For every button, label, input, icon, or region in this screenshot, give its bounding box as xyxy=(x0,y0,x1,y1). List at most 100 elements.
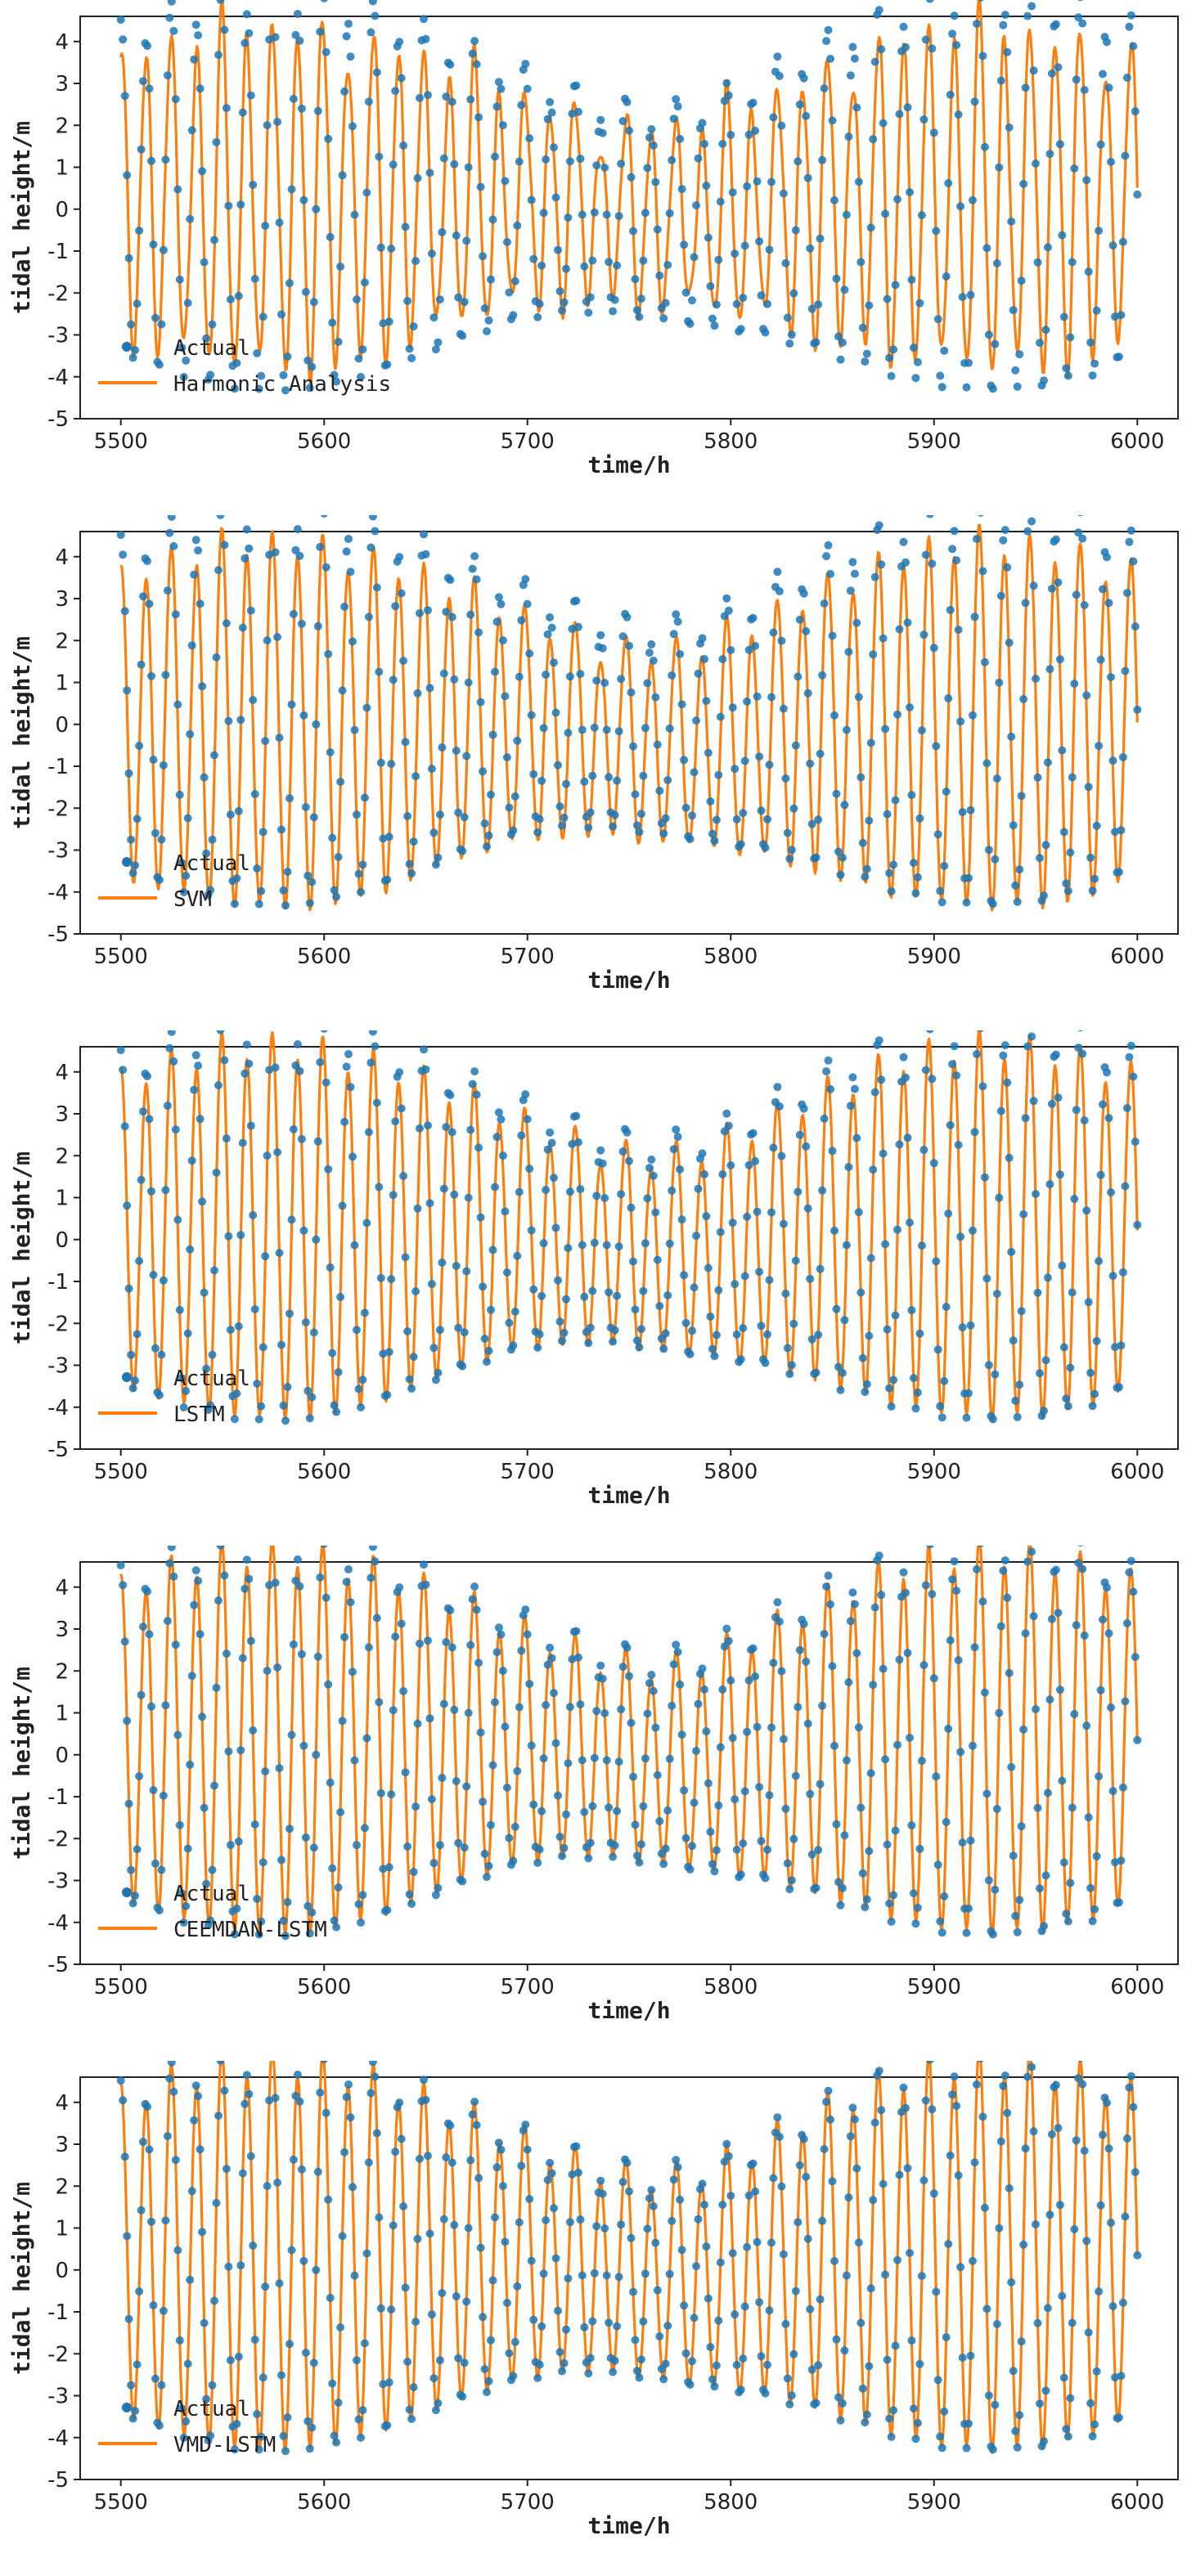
actual-point xyxy=(167,1030,176,1036)
actual-point xyxy=(513,736,522,745)
actual-point xyxy=(917,1757,926,1766)
actual-point xyxy=(133,299,142,308)
actual-point xyxy=(416,93,424,102)
actual-point xyxy=(133,1330,142,1339)
actual-point xyxy=(1131,1653,1140,1662)
actual-point xyxy=(183,298,192,307)
actual-point xyxy=(655,787,664,795)
x-tick-label: 5600 xyxy=(297,1975,351,1999)
actual-point xyxy=(210,751,218,760)
actual-point xyxy=(852,103,861,112)
actual-point xyxy=(977,515,984,517)
actual-point xyxy=(498,1151,507,1160)
actual-point xyxy=(354,2415,363,2424)
actual-point xyxy=(529,1800,538,1809)
actual-point xyxy=(1003,2108,1012,2117)
actual-point xyxy=(517,101,526,110)
actual-point xyxy=(119,35,128,44)
actual-point xyxy=(632,2367,641,2376)
actual-point xyxy=(751,126,760,135)
actual-point xyxy=(984,846,993,855)
actual-point xyxy=(1032,1705,1040,1713)
actual-point xyxy=(510,276,519,285)
actual-point xyxy=(403,1327,412,1335)
actual-point xyxy=(212,137,221,146)
actual-point xyxy=(966,1836,975,1845)
y-tick-label: -5 xyxy=(47,407,69,432)
y-tick-label: 1 xyxy=(55,156,69,181)
actual-point xyxy=(452,2292,461,2300)
actual-point xyxy=(602,725,611,734)
actual-point xyxy=(901,43,910,52)
actual-point xyxy=(446,61,455,70)
actual-point xyxy=(523,84,532,93)
actual-point xyxy=(464,1708,473,1717)
actual-point xyxy=(401,1253,410,1262)
actual-point xyxy=(913,1903,922,1912)
actual-point xyxy=(929,1674,938,1683)
actual-point xyxy=(442,1638,451,1647)
actual-point xyxy=(515,672,524,681)
actual-point xyxy=(1070,2225,1079,2233)
actual-point xyxy=(836,2416,845,2425)
actual-point xyxy=(933,1345,942,1354)
actual-point xyxy=(716,712,725,721)
actual-point xyxy=(962,898,971,907)
actual-point xyxy=(163,1617,172,1626)
actual-point xyxy=(555,802,564,811)
actual-point xyxy=(431,1891,440,1900)
actual-point xyxy=(992,2320,1001,2328)
actual-point xyxy=(330,2431,339,2440)
actual-point xyxy=(472,60,481,69)
actual-point xyxy=(618,1663,627,1672)
actual-point xyxy=(293,2071,302,2079)
actual-point xyxy=(328,2379,337,2388)
actual-point xyxy=(242,525,251,534)
actual-point xyxy=(403,1842,412,1851)
actual-point xyxy=(832,1820,841,1829)
actual-point xyxy=(464,2224,473,2233)
actual-point xyxy=(336,263,345,271)
actual-point xyxy=(546,1128,555,1137)
actual-point xyxy=(387,760,396,769)
actual-point xyxy=(1009,1336,1018,1345)
actual-point xyxy=(458,846,467,855)
actual-point xyxy=(529,254,538,263)
actual-point xyxy=(592,1707,601,1716)
actual-point xyxy=(625,1672,633,1681)
actual-point xyxy=(980,657,989,666)
actual-point xyxy=(602,1756,611,1765)
actual-point xyxy=(794,672,803,681)
actual-point xyxy=(175,275,184,284)
actual-point xyxy=(653,740,662,749)
actual-point xyxy=(688,811,696,820)
actual-point xyxy=(1133,1735,1142,1744)
actual-point xyxy=(320,1546,328,1548)
actual-point xyxy=(360,793,369,802)
actual-point xyxy=(980,1173,989,1182)
actual-point xyxy=(803,1719,812,1728)
y-tick-label: 2 xyxy=(55,2174,69,2199)
actual-point xyxy=(344,1565,353,1573)
actual-point xyxy=(969,195,977,204)
actual-point xyxy=(651,2238,660,2247)
actual-point xyxy=(1072,590,1081,599)
actual-point xyxy=(940,861,949,870)
legend: Actual CEEMDAN-LSTM xyxy=(98,1882,327,1942)
actual-point xyxy=(403,297,412,305)
actual-point xyxy=(372,2129,381,2138)
actual-point xyxy=(568,2170,577,2179)
y-tick-label: 3 xyxy=(55,1102,69,1127)
actual-point xyxy=(502,2299,511,2307)
actual-point xyxy=(194,1061,203,1070)
actual-point xyxy=(494,1108,503,1117)
actual-point xyxy=(505,1318,514,1327)
actual-point xyxy=(424,2152,432,2161)
actual-point xyxy=(992,774,1001,783)
x-tick-label: 5900 xyxy=(907,2490,961,2515)
actual-point xyxy=(936,1917,945,1926)
actual-point xyxy=(909,343,918,352)
actual-point xyxy=(1086,1368,1095,1377)
actual-point xyxy=(397,2134,406,2143)
actual-point xyxy=(452,1262,461,1270)
